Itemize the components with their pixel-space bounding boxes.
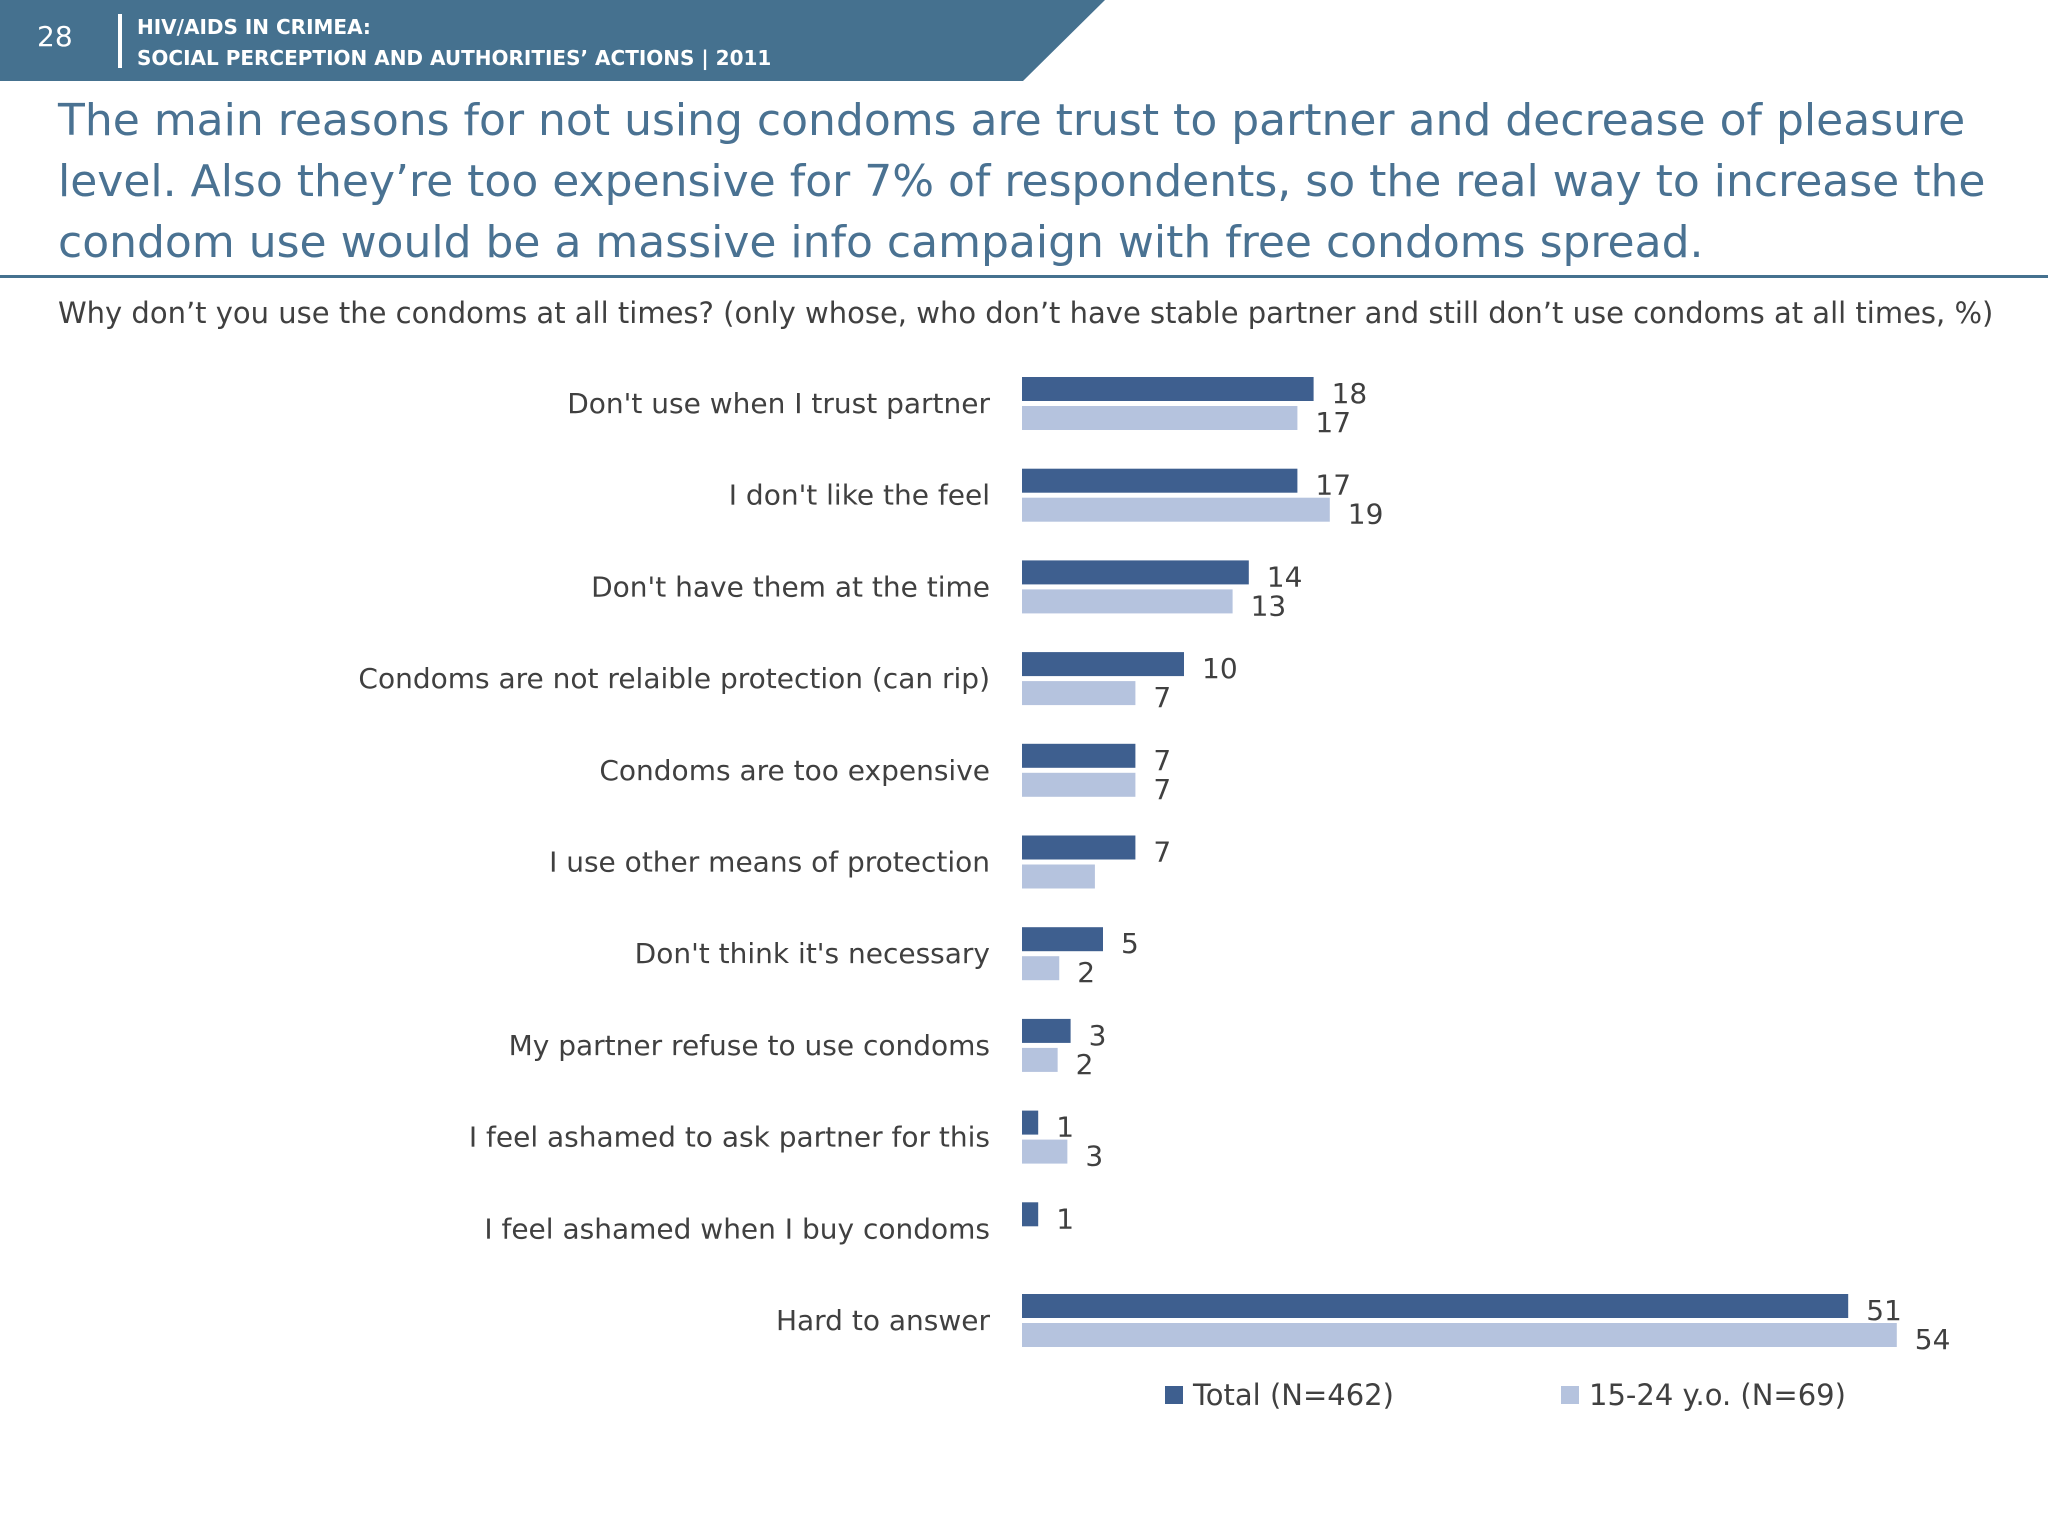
bar-total (1022, 743, 1136, 768)
page-number: 28 (37, 20, 73, 53)
bar-15-24 (1022, 589, 1233, 614)
bar-total (1022, 377, 1314, 401)
category-label: My partner refuse to use condoms (509, 1029, 990, 1062)
category-label: Don't think it's necessary (635, 937, 990, 970)
data-label: 7 (1153, 744, 1171, 777)
category-label: I don't like the feel (729, 479, 990, 512)
data-label: 3 (1089, 1019, 1107, 1052)
category-label: I feel ashamed to ask partner for this (469, 1121, 990, 1154)
data-label: 5 (1121, 927, 1139, 960)
chart-title: Why don’t you use the condoms at all tim… (58, 296, 1994, 330)
page-headline: The main reasons for not using condoms a… (58, 95, 1986, 268)
category-label: Don't use when I trust partner (567, 387, 990, 420)
data-label: 7 (1153, 836, 1171, 869)
data-label: 17 (1315, 469, 1351, 502)
bar-15-24 (1022, 406, 1298, 430)
bar-15-24 (1022, 772, 1136, 797)
category-label: Hard to answer (776, 1304, 991, 1337)
data-label: 3 (1085, 1140, 1103, 1173)
bar-total (1022, 468, 1298, 493)
data-label: 1 (1056, 1111, 1074, 1144)
category-label: I feel ashamed when I buy condoms (484, 1212, 990, 1245)
data-label: 54 (1915, 1323, 1951, 1356)
bar-total (1022, 927, 1103, 952)
category-label: Don't have them at the time (591, 570, 990, 603)
bar-total (1022, 1110, 1039, 1135)
bar-total (1022, 652, 1184, 677)
data-label: 2 (1077, 956, 1095, 989)
category-label: Condoms are too expensive (599, 754, 990, 787)
headline-divider (0, 275, 2048, 278)
bar-total (1022, 1202, 1039, 1227)
header-divider (118, 14, 122, 68)
bar-15-24 (1022, 864, 1095, 889)
data-label: 51 (1866, 1294, 1902, 1327)
chart-legend: Total (N=462) 15-24 y.o. (N=69) (1165, 1378, 1846, 1412)
data-label: 1 (1056, 1202, 1074, 1235)
legend-swatch-15-24 (1561, 1386, 1579, 1404)
bar-15-24 (1022, 1139, 1068, 1164)
data-label: 7 (1153, 681, 1171, 714)
category-label: I use other means of protection (549, 846, 990, 879)
data-label: 7 (1153, 773, 1171, 806)
bar-15-24 (1022, 1323, 1897, 1347)
data-label: 2 (1076, 1048, 1094, 1081)
bar-15-24 (1022, 681, 1136, 706)
data-label: 17 (1315, 406, 1351, 439)
data-label: 13 (1251, 589, 1287, 622)
bar-total (1022, 1018, 1071, 1043)
category-label: Condoms are not relaible protection (can… (358, 662, 990, 695)
header-band (0, 0, 1105, 81)
bar-15-24 (1022, 1047, 1058, 1072)
bar-total (1022, 560, 1249, 585)
bar-15-24 (1022, 956, 1060, 981)
bar-total (1022, 1294, 1849, 1318)
legend-label: Total (N=462) (1192, 1378, 1394, 1412)
legend-swatch-total (1165, 1386, 1183, 1404)
bar-15-24 (1022, 497, 1330, 522)
data-label: 10 (1202, 652, 1238, 685)
data-label: 18 (1332, 377, 1368, 410)
data-label: 19 (1348, 498, 1384, 531)
header-title-line2: SOCIAL PERCEPTION AND AUTHORITIES’ ACTIO… (137, 46, 772, 70)
bar-total (1022, 835, 1136, 860)
legend-label: 15-24 y.o. (N=69) (1589, 1378, 1846, 1412)
data-label: 14 (1267, 560, 1303, 593)
header-title-line1: HIV/AIDS IN CRIMEA: (137, 15, 371, 39)
